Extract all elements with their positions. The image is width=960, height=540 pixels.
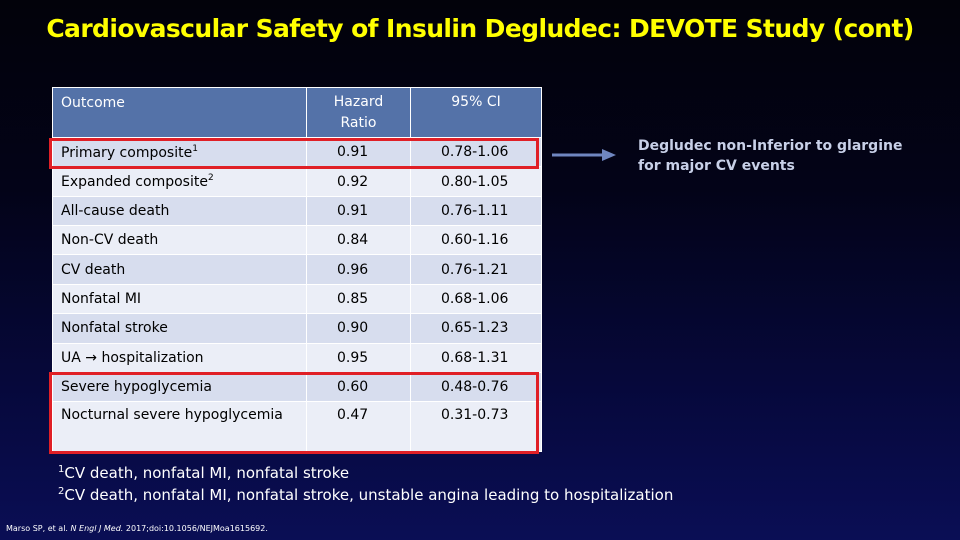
footnote-1-text: CV death, nonfatal MI, nonfatal stroke: [64, 464, 350, 482]
table-row: Nonfatal stroke 0.90 0.65-1.23: [52, 313, 542, 344]
outcome-cell: CV death: [52, 254, 307, 285]
citation-authors: Marso SP, et al.: [6, 524, 71, 533]
table-row: Non-CV death 0.84 0.60-1.16: [52, 225, 542, 256]
footnote-1-mark: 1: [58, 464, 65, 475]
outcome-cell: Severe hypoglycemia: [52, 371, 307, 403]
callout-line-2: for major CV events: [638, 158, 795, 174]
table-row: Severe hypoglycemia 0.60 0.48-0.76: [52, 371, 542, 403]
ci-cell: 0.31-0.73: [410, 401, 542, 452]
outcome-cell: Non-CV death: [52, 225, 307, 256]
hazard-ratio-cell: 0.95: [306, 342, 411, 373]
table-row: Nonfatal MI 0.85 0.68-1.06: [52, 283, 542, 315]
table-row: All-cause death 0.91 0.76-1.11: [52, 195, 542, 227]
footnote-2-text: CV death, nonfatal MI, nonfatal stroke, …: [64, 486, 674, 504]
header-hazard-ratio: Hazard Ratio: [306, 87, 411, 138]
ci-cell: 0.76-1.21: [410, 254, 542, 285]
highlight-primary-composite: [49, 138, 539, 169]
footnote-2: 2CV death, nonfatal MI, nonfatal stroke,…: [58, 486, 673, 504]
table-row: UA → hospitalization 0.95 0.68-1.31: [52, 342, 542, 373]
footnote-1: 1CV death, nonfatal MI, nonfatal stroke: [58, 464, 349, 482]
ci-cell: 0.78-1.06: [410, 136, 542, 168]
ci-cell: 0.80-1.05: [410, 166, 542, 197]
hazard-ratio-cell: 0.85: [306, 283, 411, 315]
outcome-label: UA → hospitalization: [61, 349, 204, 366]
outcome-label: All-cause death: [61, 202, 170, 219]
arrow-right-icon: [552, 149, 616, 161]
outcome-label: Expanded composite: [61, 174, 208, 191]
hazard-ratio-cell: 0.60: [306, 371, 411, 403]
outcome-label: Nonfatal stroke: [61, 320, 168, 337]
callout-line-1: Degludec non-Inferior to glargine: [638, 138, 903, 154]
callout-note: Degludec non-Inferior to glargine for ma…: [638, 136, 938, 176]
table-row: CV death 0.96 0.76-1.21: [52, 254, 542, 285]
header-ci: 95% CI: [410, 87, 542, 138]
hazard-ratio-cell: 0.92: [306, 166, 411, 197]
outcome-label: Nonfatal MI: [61, 290, 142, 307]
outcome-cell: Nocturnal severe hypoglycemia: [52, 401, 307, 452]
footnote-marker: 2: [207, 173, 214, 184]
outcome-cell: Primary composite1: [52, 136, 307, 168]
citation-details: 2017;doi:10.1056/NEJMoa1615692.: [123, 524, 268, 533]
table-row: Nocturnal severe hypoglycemia 0.47 0.31-0.…: [52, 401, 542, 452]
citation-journal: N Engl J Med.: [70, 524, 124, 533]
hazard-ratio-cell: 0.91: [306, 195, 411, 227]
header-hazard-ratio-line1: Hazard: [333, 94, 384, 110]
outcome-cell: Nonfatal stroke: [52, 313, 307, 344]
header-hazard-ratio-line2: Ratio: [340, 115, 377, 131]
outcome-label: Primary composite: [61, 144, 193, 161]
table-row: Expanded composite2 0.92 0.80-1.05: [52, 166, 542, 197]
ci-cell: 0.68-1.06: [410, 283, 542, 315]
highlight-hypoglycemia: [49, 372, 539, 454]
outcome-label: Non-CV death: [61, 232, 159, 249]
hazard-ratio-cell: 0.91: [306, 136, 411, 168]
slide-title: Cardiovascular Safety of Insulin Deglude…: [46, 14, 914, 43]
table-header-row: Outcome Hazard Ratio 95% CI: [52, 87, 542, 138]
ci-cell: 0.65-1.23: [410, 313, 542, 344]
outcome-cell: Nonfatal MI: [52, 283, 307, 315]
hazard-ratio-cell: 0.90: [306, 313, 411, 344]
outcome-label: Nocturnal severe hypoglycemia: [61, 407, 283, 424]
footnote-2-mark: 2: [58, 486, 65, 497]
outcome-label: Severe hypoglycemia: [61, 379, 212, 396]
table-row: Primary composite1 0.91 0.78-1.06: [52, 136, 542, 168]
hazard-ratio-cell: 0.47: [306, 401, 411, 452]
outcomes-table: Outcome Hazard Ratio 95% CI Primary comp…: [52, 87, 542, 452]
ci-cell: 0.60-1.16: [410, 225, 542, 256]
header-outcome: Outcome: [52, 87, 307, 138]
hazard-ratio-cell: 0.84: [306, 225, 411, 256]
outcome-label: CV death: [61, 261, 126, 278]
footnote-marker: 1: [192, 143, 198, 154]
hazard-ratio-cell: 0.96: [306, 254, 411, 285]
citation: Marso SP, et al. N Engl J Med. 2017;doi:…: [6, 524, 268, 533]
outcome-cell: UA → hospitalization: [52, 342, 307, 373]
outcome-cell: Expanded composite2: [52, 166, 307, 197]
ci-cell: 0.48-0.76: [410, 371, 542, 403]
outcome-cell: All-cause death: [52, 195, 307, 227]
ci-cell: 0.76-1.11: [410, 195, 542, 227]
ci-cell: 0.68-1.31: [410, 342, 542, 373]
